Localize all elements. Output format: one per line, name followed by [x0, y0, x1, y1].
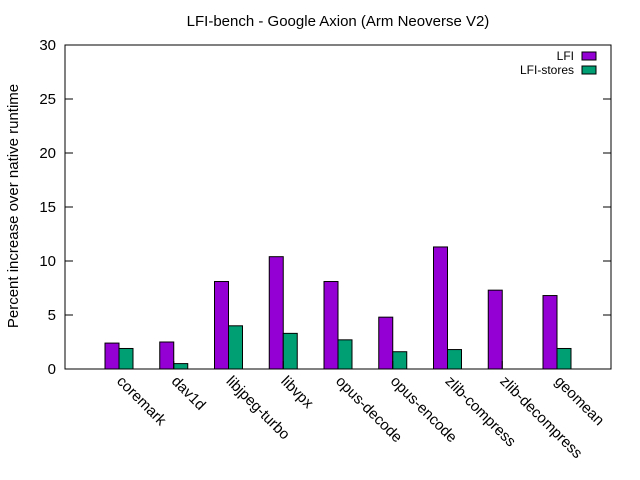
bar-lfi-libjpeg-turbo — [214, 281, 229, 370]
bar-lfi-coremark — [104, 342, 120, 370]
bar-lfi-stores-opus-encode — [392, 351, 408, 370]
legend-label: LFI-stores — [520, 63, 574, 77]
bar-lfi-libvpx — [268, 256, 284, 370]
bar-lfi-dav1d — [159, 341, 175, 370]
y-tick-label: 15 — [39, 199, 56, 216]
y-tick-label: 20 — [39, 145, 56, 162]
bar-lfi-stores-dav1d — [173, 363, 189, 370]
x-tick-label: libvpx — [277, 373, 316, 412]
bar-lfi-opus-encode — [378, 316, 394, 370]
bar-lfi-geomean — [542, 295, 558, 370]
bar-lfi-stores-geomean — [556, 347, 572, 370]
legend-swatch — [581, 51, 597, 61]
y-tick-label: 5 — [48, 307, 56, 324]
y-tick-label: 25 — [39, 91, 56, 108]
chart-title: LFI-bench - Google Axion (Arm Neoverse V… — [187, 13, 490, 30]
bar-lfi-stores-coremark — [118, 347, 134, 370]
bar-lfi-stores-zlib-compress — [447, 349, 462, 370]
bar-lfi-opus-decode — [323, 281, 339, 370]
bar-lfi-stores-opus-decode — [337, 339, 353, 370]
x-tick-label: dav1d — [168, 373, 209, 414]
y-tick-label: 0 — [48, 361, 56, 378]
y-axis-label: Percent increase over native runtime — [5, 84, 22, 328]
bar-lfi-zlib-decompress — [487, 289, 503, 370]
bar-lfi-zlib-compress — [433, 246, 448, 370]
legend-label: LFI — [557, 49, 574, 63]
legend-swatch — [581, 65, 597, 75]
y-tick-label: 30 — [39, 37, 56, 54]
bar-lfi-stores-libvpx — [282, 332, 298, 370]
y-tick-label: 10 — [39, 253, 56, 270]
x-tick-label: geomean — [551, 373, 607, 429]
bar-lfi-stores-libjpeg-turbo — [228, 325, 243, 370]
x-tick-label: coremark — [113, 373, 170, 430]
